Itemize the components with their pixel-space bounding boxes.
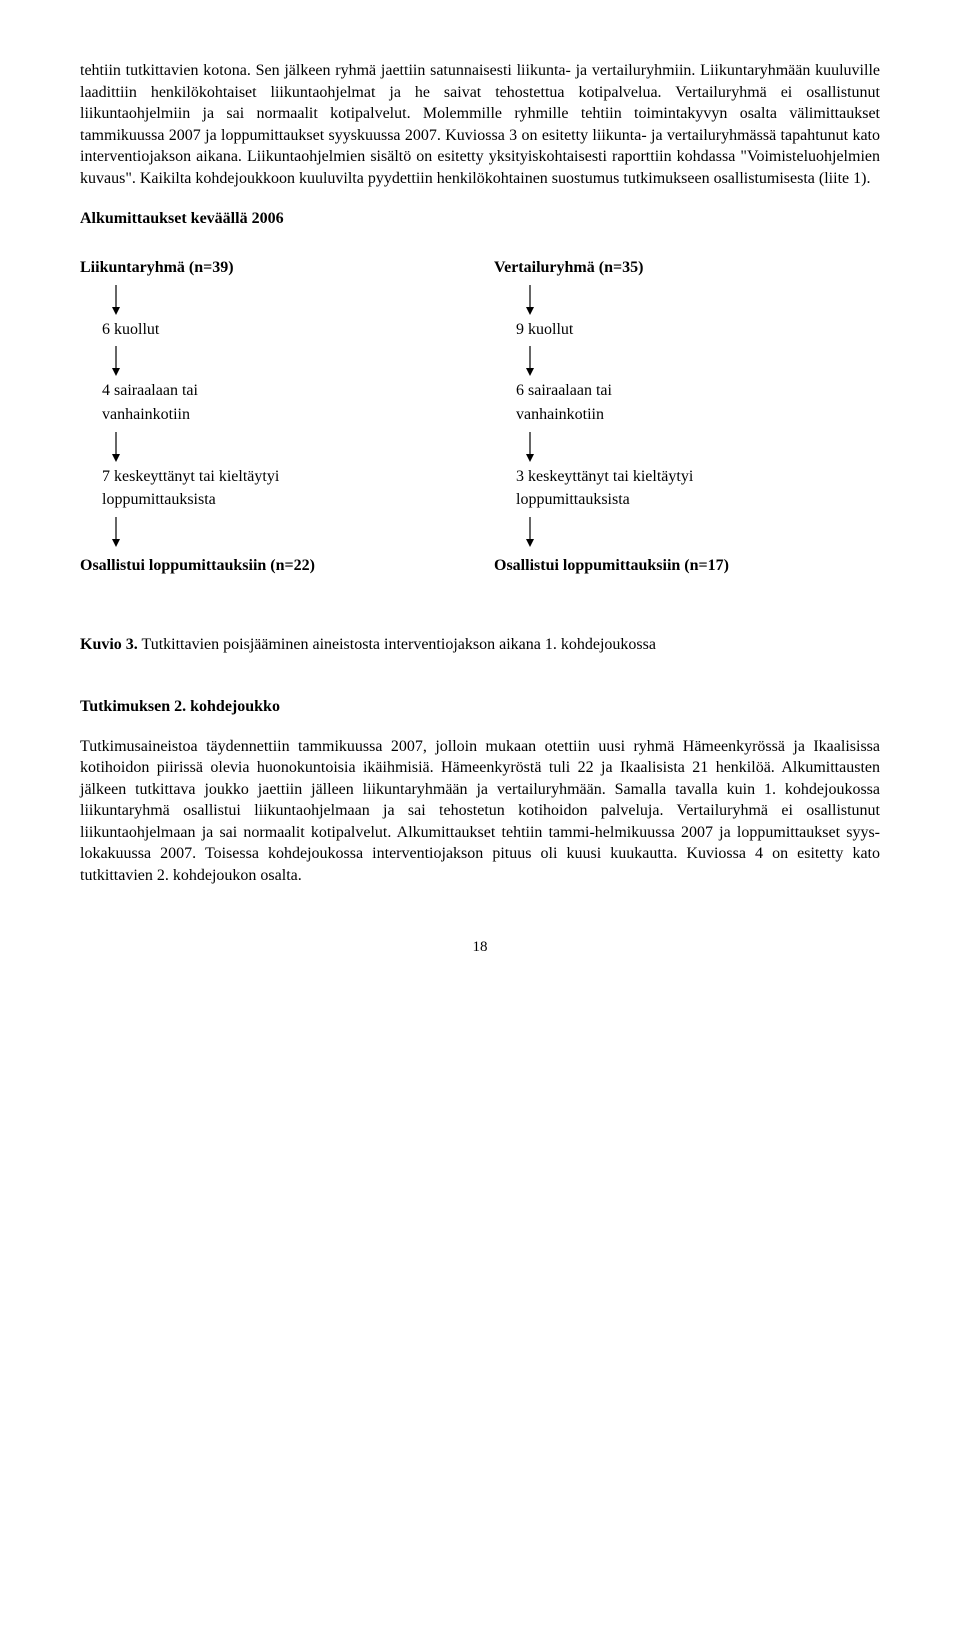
- flow-right-node3a: 3 keskeyttänyt tai kieltäytyi: [516, 466, 880, 488]
- subheading: Tutkimuksen 2. kohdejoukko: [80, 696, 880, 718]
- flowchart: Liikuntaryhmä (n=39) 6 kuollut 4 sairaal…: [80, 257, 880, 604]
- figure-caption: Kuvio 3. Tutkittavien poisjääminen ainei…: [80, 634, 880, 656]
- arrow-down-icon: [110, 346, 466, 376]
- arrow-down-icon: [524, 285, 880, 315]
- flow-right-column: Vertailuryhmä (n=35) 9 kuollut 6 sairaal…: [466, 257, 880, 604]
- section-title: Alkumittaukset keväällä 2006: [80, 208, 880, 230]
- arrow-down-icon: [110, 517, 466, 547]
- arrow-down-icon: [110, 432, 466, 462]
- page-number: 18: [80, 937, 880, 957]
- flow-right-node2a: 6 sairaalaan tai: [516, 380, 880, 402]
- body-paragraph-2: Tutkimusaineistoa täydennettiin tammikuu…: [80, 736, 880, 887]
- arrow-down-icon: [524, 346, 880, 376]
- flow-left-node3b: loppumittauksista: [102, 489, 466, 511]
- flow-left-column: Liikuntaryhmä (n=39) 6 kuollut 4 sairaal…: [80, 257, 466, 604]
- flow-right-node2b: vanhainkotiin: [516, 404, 880, 426]
- flow-left-node1: 6 kuollut: [102, 319, 466, 341]
- flow-right-foot: Osallistui loppumittauksiin (n=17): [494, 555, 880, 577]
- flow-left-node2b: vanhainkotiin: [102, 404, 466, 426]
- flow-right-node3b: loppumittauksista: [516, 489, 880, 511]
- flow-left-foot: Osallistui loppumittauksiin (n=22): [80, 555, 466, 577]
- flow-left-node2a: 4 sairaalaan tai: [102, 380, 466, 402]
- arrow-down-icon: [524, 517, 880, 547]
- arrow-down-icon: [524, 432, 880, 462]
- flow-right-node1: 9 kuollut: [516, 319, 880, 341]
- flow-right-head: Vertailuryhmä (n=35): [494, 257, 880, 279]
- flow-left-node3a: 7 keskeyttänyt tai kieltäytyi: [102, 466, 466, 488]
- caption-label: Kuvio 3.: [80, 636, 138, 653]
- arrow-down-icon: [110, 285, 466, 315]
- caption-text: Tutkittavien poisjääminen aineistosta in…: [138, 636, 656, 653]
- flow-left-head: Liikuntaryhmä (n=39): [80, 257, 466, 279]
- intro-paragraph: tehtiin tutkittavien kotona. Sen jälkeen…: [80, 60, 880, 190]
